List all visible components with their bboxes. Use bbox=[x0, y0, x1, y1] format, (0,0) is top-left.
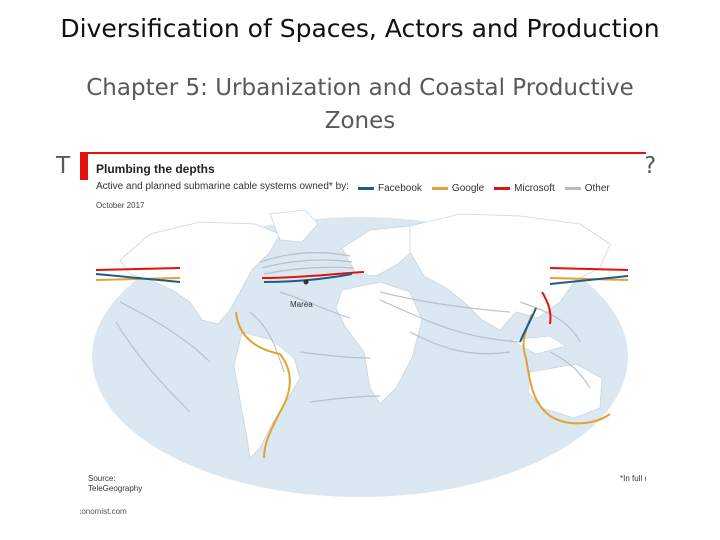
red-top-rule bbox=[80, 152, 646, 154]
legend-swatch-google bbox=[431, 186, 448, 190]
infographic-date: October 2017 bbox=[96, 201, 145, 210]
legend-swatch-other bbox=[564, 186, 581, 190]
land-masses bbox=[119, 209, 611, 459]
source-value: TeleGeography bbox=[88, 484, 143, 493]
source-label: Source: bbox=[88, 474, 116, 483]
bullet-text-left-fragment: T bbox=[56, 153, 71, 179]
footnote: *In full or in part bbox=[620, 474, 646, 483]
map-label-marea: Marea bbox=[290, 300, 313, 309]
legend-item-facebook: Facebook bbox=[358, 183, 422, 194]
slide-title: Diversification of Spaces, Actors and Pr… bbox=[60, 14, 660, 43]
legend-label-google: Google bbox=[451, 182, 485, 194]
infographic-subtitle: Active and planned submarine cable syste… bbox=[96, 181, 349, 192]
other-cables bbox=[115, 252, 591, 413]
cable-map-infographic: Plumbing the depths Active and planned s… bbox=[80, 152, 646, 520]
legend-item-google: Google bbox=[431, 182, 485, 194]
brand-text: Economist.com bbox=[80, 507, 127, 516]
legend-swatch-facebook bbox=[358, 186, 374, 190]
infographic-title: Plumbing the depths bbox=[96, 162, 215, 176]
microsoft-cables bbox=[95, 267, 629, 325]
asia bbox=[409, 213, 611, 331]
legend-label-microsoft: Microsoft bbox=[514, 182, 555, 194]
africa bbox=[335, 281, 423, 405]
legend-item-other: Other bbox=[564, 182, 610, 194]
europe bbox=[341, 225, 421, 277]
north-america bbox=[119, 221, 281, 325]
legend-label-other: Other bbox=[584, 182, 610, 194]
legend-item-microsoft: Microsoft bbox=[494, 183, 555, 194]
slide-subtitle: Chapter 5: Urbanization and Coastal Prod… bbox=[86, 75, 634, 134]
legend-label-facebook: Facebook bbox=[378, 182, 422, 194]
legend-swatch-microsoft bbox=[494, 186, 511, 190]
australia bbox=[527, 363, 603, 419]
legend: Facebook Google Microsoft Other bbox=[358, 181, 620, 195]
marea-marker bbox=[303, 279, 309, 285]
bullet-text-right-fragment: ? bbox=[644, 153, 657, 179]
red-tab bbox=[80, 152, 88, 180]
greenland bbox=[269, 209, 319, 243]
south-america bbox=[233, 331, 301, 459]
world-map bbox=[92, 209, 629, 497]
